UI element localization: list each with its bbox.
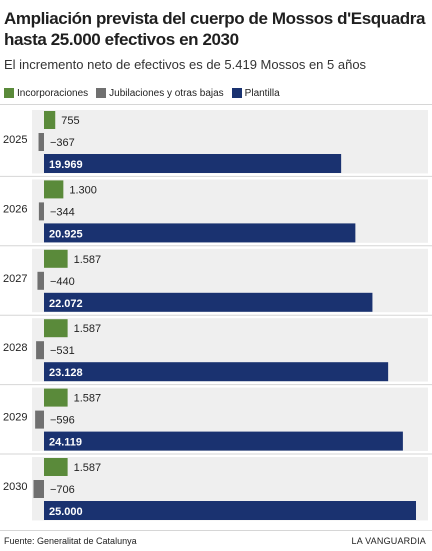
data-label-incorporaciones-2027: 1.587 [74,254,102,266]
brand-logo-text: LA VANGUARDIA [351,536,426,546]
footer-separator [0,530,432,531]
bar-incorporaciones-2028 [44,319,68,338]
data-label-plantilla-2026: 20.925 [49,228,83,240]
bar-plantilla-2025 [44,154,342,173]
bar-incorporaciones-2029 [44,388,68,407]
bar-incorporaciones-2027 [44,249,68,268]
data-label-incorporaciones-2026: 1.300 [69,184,97,196]
bar-plantilla-2026 [44,223,356,243]
bar-jubilaciones-2029 [35,410,44,429]
chart-subtitle: El incremento neto de efectivos es de 5.… [4,57,367,72]
bar-incorporaciones-2025 [44,111,56,129]
data-label-plantilla-2028: 23.128 [49,367,83,379]
legend-label-incorporaciones: Incorporaciones [17,87,89,99]
legend-swatch-incorporaciones [4,88,14,98]
category-label-2025: 2025 [3,134,27,146]
category-label-2026: 2026 [3,203,27,215]
data-label-incorporaciones-2029: 1.587 [74,393,102,405]
bar-jubilaciones-2025 [38,133,44,151]
bar-chart: 2025 755 −367 19.969 2026 1.300 −344 20.925 2027… [0,110,432,521]
legend-label-plantilla: Plantilla [244,87,280,99]
bar-jubilaciones-2030 [33,480,44,498]
bar-plantilla-2027 [44,292,373,312]
legend-label-jubilaciones: Jubilaciones y otras bajas [109,87,224,99]
legend: Incorporaciones Jubilaciones y otras baj… [4,86,288,100]
data-label-jubilaciones-2026: −344 [50,206,75,218]
legend-swatch-plantilla [231,88,242,98]
legend-item-incorporaciones: Incorporaciones [4,88,88,99]
data-label-jubilaciones-2028: −531 [50,345,75,357]
category-label-2029: 2029 [3,412,27,424]
bar-incorporaciones-2030 [44,458,68,476]
legend-item-jubilaciones: Jubilaciones y otras bajas [96,88,224,99]
legend-item-plantilla: Plantilla [231,87,280,99]
bar-plantilla-2030 [44,501,416,520]
data-label-incorporaciones-2025: 755 [61,115,79,127]
data-label-plantilla-2029: 24.119 [49,437,82,449]
data-label-jubilaciones-2025: −367 [50,137,75,149]
data-label-jubilaciones-2027: −440 [50,276,75,288]
bar-jubilaciones-2027 [37,271,44,290]
category-label-2030: 2030 [3,481,27,493]
data-label-incorporaciones-2030: 1.587 [74,462,102,474]
bar-incorporaciones-2026 [44,180,64,199]
bar-plantilla-2028 [44,362,389,382]
header-separator [0,104,432,105]
bar-plantilla-2029 [44,431,403,451]
data-label-plantilla-2027: 22.072 [49,298,83,310]
legend-swatch-jubilaciones [96,88,107,98]
data-label-plantilla-2025: 19.969 [49,159,83,171]
data-label-plantilla-2030: 25.000 [49,506,83,518]
category-label-2028: 2028 [3,342,27,354]
chart-title: Ampliación prevista del cuerpo de Mossos… [4,9,426,49]
source-note: Fuente: Generalitat de Catalunya [4,536,137,546]
bar-jubilaciones-2026 [38,202,44,221]
data-label-jubilaciones-2029: −596 [50,415,75,427]
bar-jubilaciones-2028 [36,341,44,360]
data-label-incorporaciones-2028: 1.587 [74,323,102,335]
category-label-2027: 2027 [3,273,27,285]
data-label-jubilaciones-2030: −706 [50,484,75,496]
